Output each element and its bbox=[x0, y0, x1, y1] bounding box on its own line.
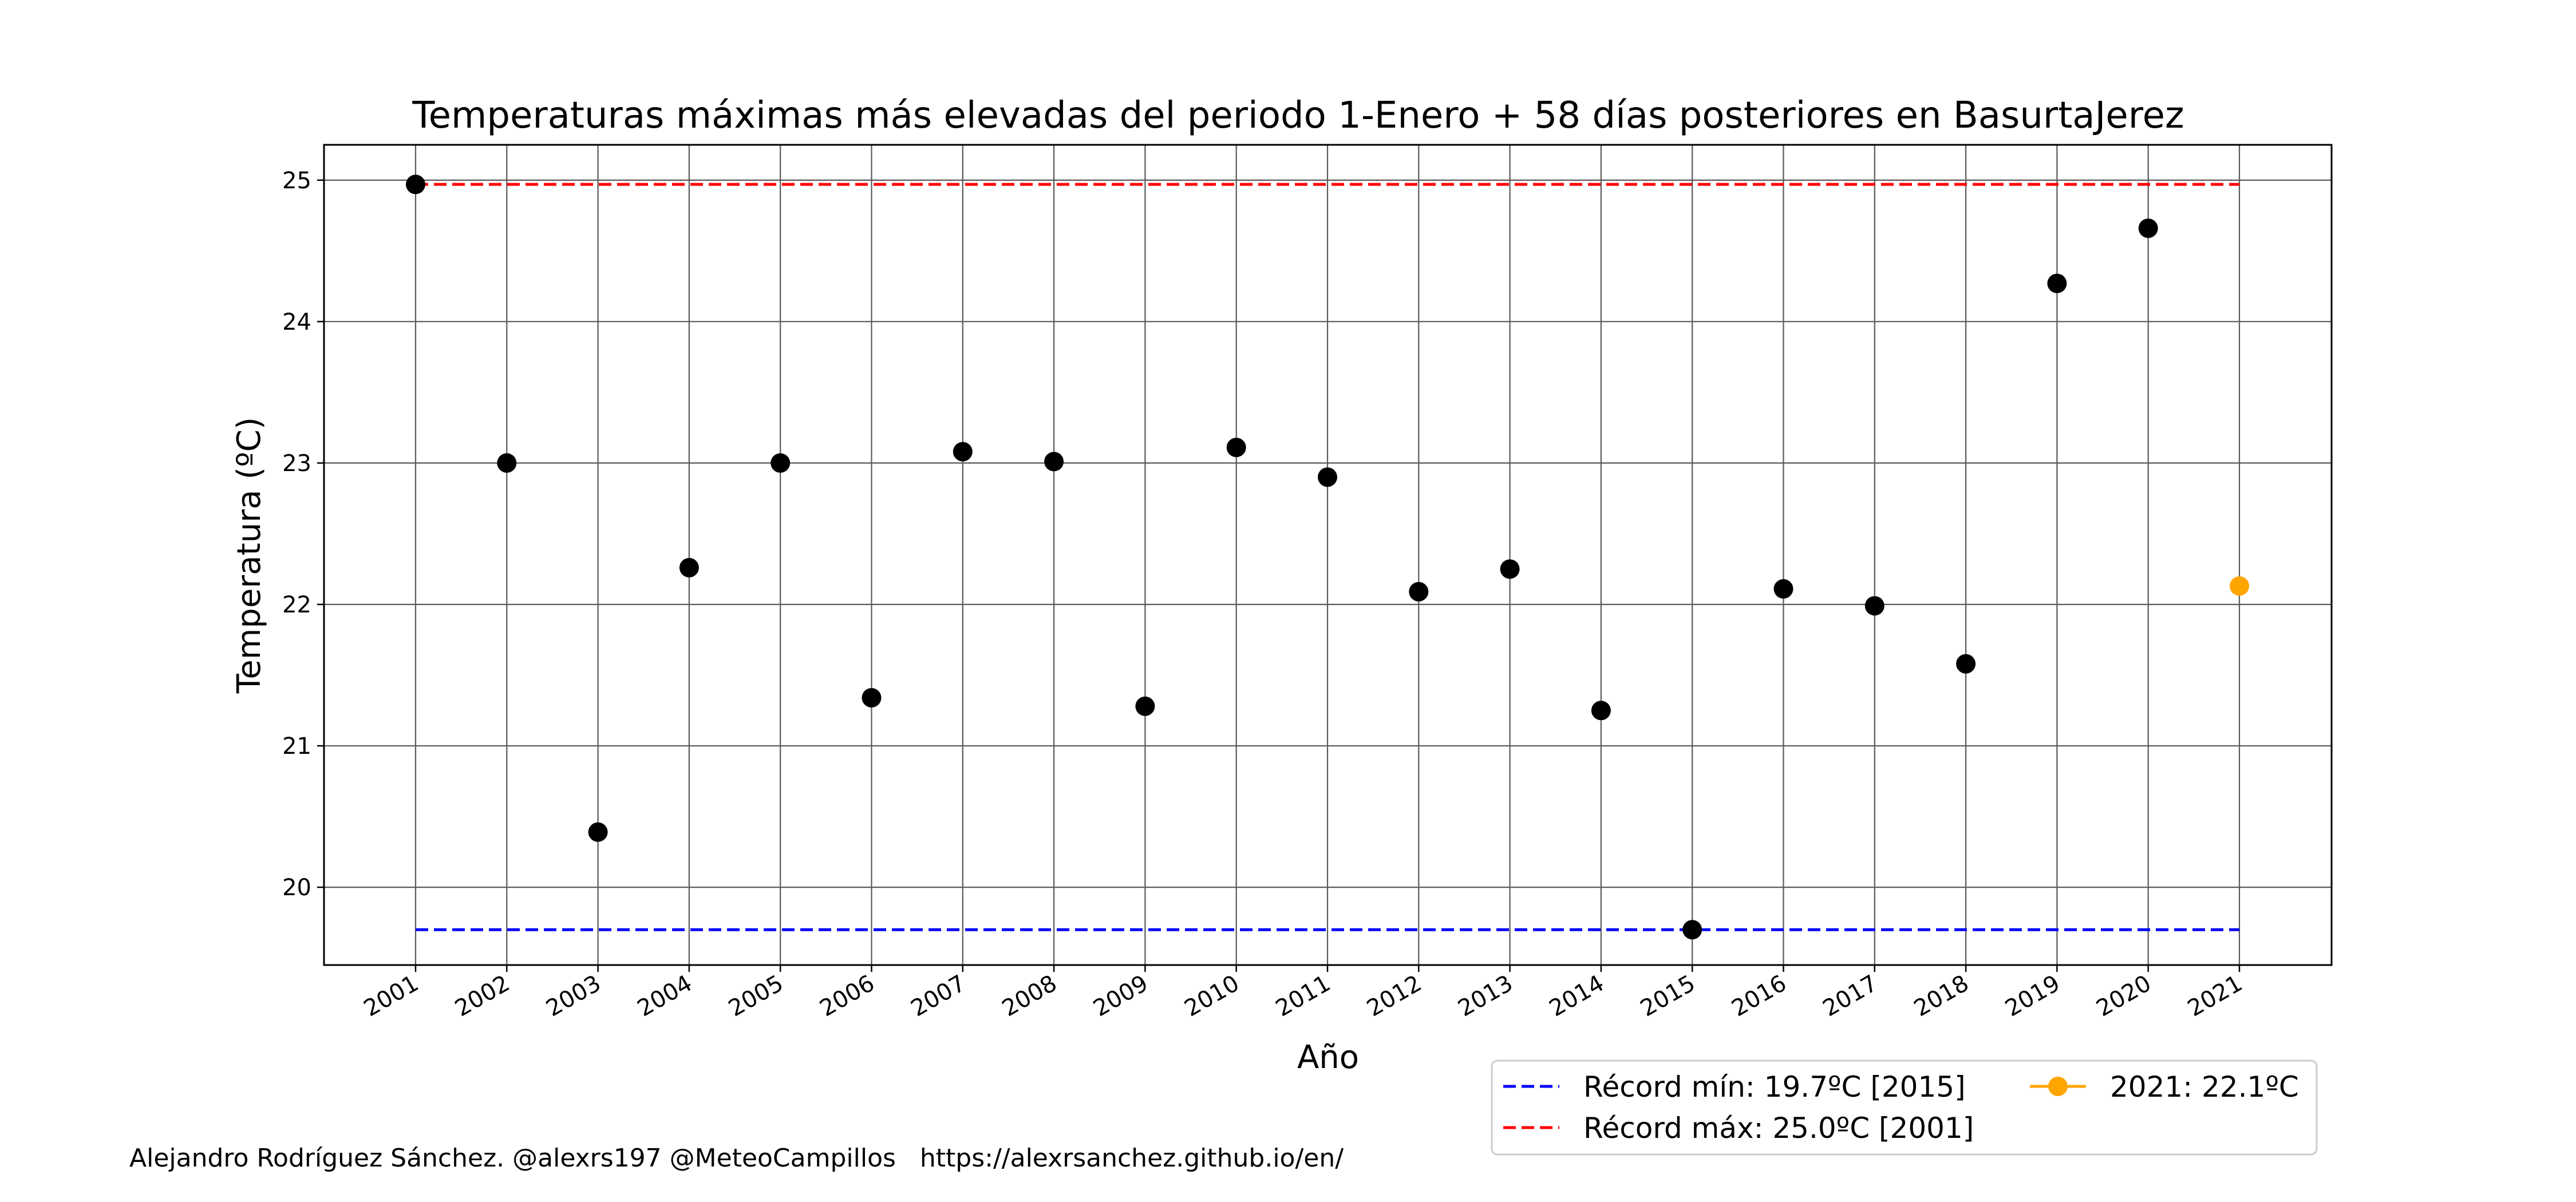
data-point bbox=[2047, 274, 2067, 294]
data-point bbox=[1409, 582, 1429, 602]
data-point bbox=[953, 442, 973, 462]
data-point bbox=[1500, 559, 1520, 579]
data-point bbox=[2138, 218, 2158, 238]
x-axis-label: Año bbox=[1297, 1039, 1359, 1076]
y-axis-ticks: 20 21 22 23 24 25 bbox=[282, 168, 324, 901]
data-point bbox=[1956, 654, 1976, 674]
y-tick-label: 24 bbox=[282, 309, 311, 335]
legend-frame bbox=[1491, 1059, 2318, 1156]
legend-label: 2021: 22.1ºC bbox=[2110, 1070, 2299, 1104]
reference-lines bbox=[416, 183, 2239, 931]
data-point bbox=[862, 688, 882, 708]
data-point bbox=[1135, 696, 1155, 716]
data-point bbox=[2230, 576, 2249, 596]
data-point bbox=[1773, 579, 1793, 599]
data-point bbox=[1864, 596, 1884, 616]
y-tick-label: 23 bbox=[282, 450, 311, 477]
legend: Récord mín: 19.7ºC [2015] Récord máx: 25.… bbox=[1491, 1059, 2318, 1156]
y-tick-label: 20 bbox=[282, 875, 311, 901]
data-point bbox=[1226, 437, 1246, 457]
data-point bbox=[771, 453, 791, 473]
credits-text: Alejandro Rodríguez Sánchez. @alexrs197 … bbox=[129, 1144, 1344, 1173]
y-tick-label: 25 bbox=[282, 168, 311, 194]
y-tick-label: 21 bbox=[282, 733, 311, 760]
data-point bbox=[497, 453, 517, 473]
legend-label: Récord máx: 25.0ºC [2001] bbox=[1583, 1112, 1974, 1145]
data-point bbox=[1682, 920, 1702, 940]
data-point bbox=[1044, 452, 1064, 472]
data-points bbox=[406, 175, 2249, 940]
grid bbox=[324, 145, 2332, 965]
y-tick-label: 22 bbox=[282, 592, 311, 618]
chart-title: Temperaturas máximas más elevadas del pe… bbox=[412, 94, 2184, 137]
data-point bbox=[1318, 467, 1337, 487]
y-axis-label: Temperatura (ºC) bbox=[231, 417, 268, 694]
data-point bbox=[1591, 701, 1611, 721]
legend-marker bbox=[2048, 1077, 2068, 1096]
data-point bbox=[406, 175, 425, 195]
data-point bbox=[588, 822, 608, 842]
data-point bbox=[679, 557, 699, 578]
legend-label: Récord mín: 19.7ºC [2015] bbox=[1583, 1070, 1966, 1104]
